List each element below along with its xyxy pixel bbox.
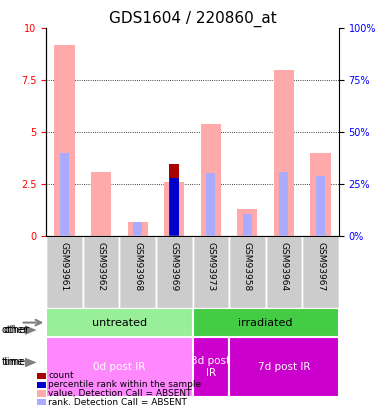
FancyBboxPatch shape bbox=[46, 237, 83, 308]
FancyBboxPatch shape bbox=[192, 337, 229, 397]
Text: GSM93958: GSM93958 bbox=[243, 242, 252, 291]
Text: GSM93968: GSM93968 bbox=[133, 242, 142, 291]
Text: GSM93967: GSM93967 bbox=[316, 242, 325, 291]
Text: 0d post IR: 0d post IR bbox=[93, 362, 146, 372]
FancyBboxPatch shape bbox=[192, 308, 339, 337]
Bar bbox=[201, 124, 221, 237]
Bar bbox=[169, 164, 179, 237]
Bar bbox=[127, 222, 148, 237]
Text: irradiated: irradiated bbox=[238, 318, 293, 328]
FancyBboxPatch shape bbox=[192, 237, 229, 308]
Bar bbox=[54, 45, 75, 237]
Text: other: other bbox=[4, 325, 30, 335]
FancyBboxPatch shape bbox=[229, 237, 266, 308]
Bar bbox=[133, 222, 142, 237]
Text: GSM93973: GSM93973 bbox=[206, 242, 215, 291]
Bar bbox=[274, 70, 294, 237]
Polygon shape bbox=[25, 325, 37, 335]
Text: time: time bbox=[2, 358, 24, 367]
Bar bbox=[280, 172, 288, 237]
Polygon shape bbox=[25, 358, 37, 367]
Text: 7d post IR: 7d post IR bbox=[258, 362, 310, 372]
Text: value, Detection Call = ABSENT: value, Detection Call = ABSENT bbox=[48, 389, 192, 398]
FancyBboxPatch shape bbox=[156, 237, 192, 308]
Text: GSM93964: GSM93964 bbox=[280, 242, 288, 291]
Text: other: other bbox=[2, 325, 28, 335]
Bar bbox=[316, 176, 325, 237]
FancyBboxPatch shape bbox=[83, 237, 119, 308]
Text: GSM93969: GSM93969 bbox=[170, 242, 179, 291]
FancyBboxPatch shape bbox=[266, 237, 302, 308]
Text: GSM93961: GSM93961 bbox=[60, 242, 69, 291]
Text: percentile rank within the sample: percentile rank within the sample bbox=[48, 380, 201, 389]
Bar bbox=[60, 153, 69, 237]
FancyBboxPatch shape bbox=[302, 237, 339, 308]
Text: untreated: untreated bbox=[92, 318, 147, 328]
Bar bbox=[310, 153, 331, 237]
Text: rank, Detection Call = ABSENT: rank, Detection Call = ABSENT bbox=[48, 398, 187, 405]
Text: 3d post
IR: 3d post IR bbox=[191, 356, 230, 378]
Bar bbox=[237, 209, 258, 237]
Bar bbox=[170, 178, 179, 237]
FancyBboxPatch shape bbox=[229, 337, 339, 397]
Bar bbox=[206, 173, 215, 237]
Text: time: time bbox=[4, 358, 26, 367]
Bar bbox=[91, 172, 111, 237]
Title: GDS1604 / 220860_at: GDS1604 / 220860_at bbox=[109, 11, 276, 27]
Bar bbox=[243, 213, 252, 237]
FancyBboxPatch shape bbox=[46, 337, 192, 397]
Text: GSM93962: GSM93962 bbox=[97, 242, 105, 291]
Bar bbox=[164, 182, 184, 237]
Text: count: count bbox=[48, 371, 74, 380]
FancyBboxPatch shape bbox=[46, 308, 192, 337]
FancyBboxPatch shape bbox=[119, 237, 156, 308]
